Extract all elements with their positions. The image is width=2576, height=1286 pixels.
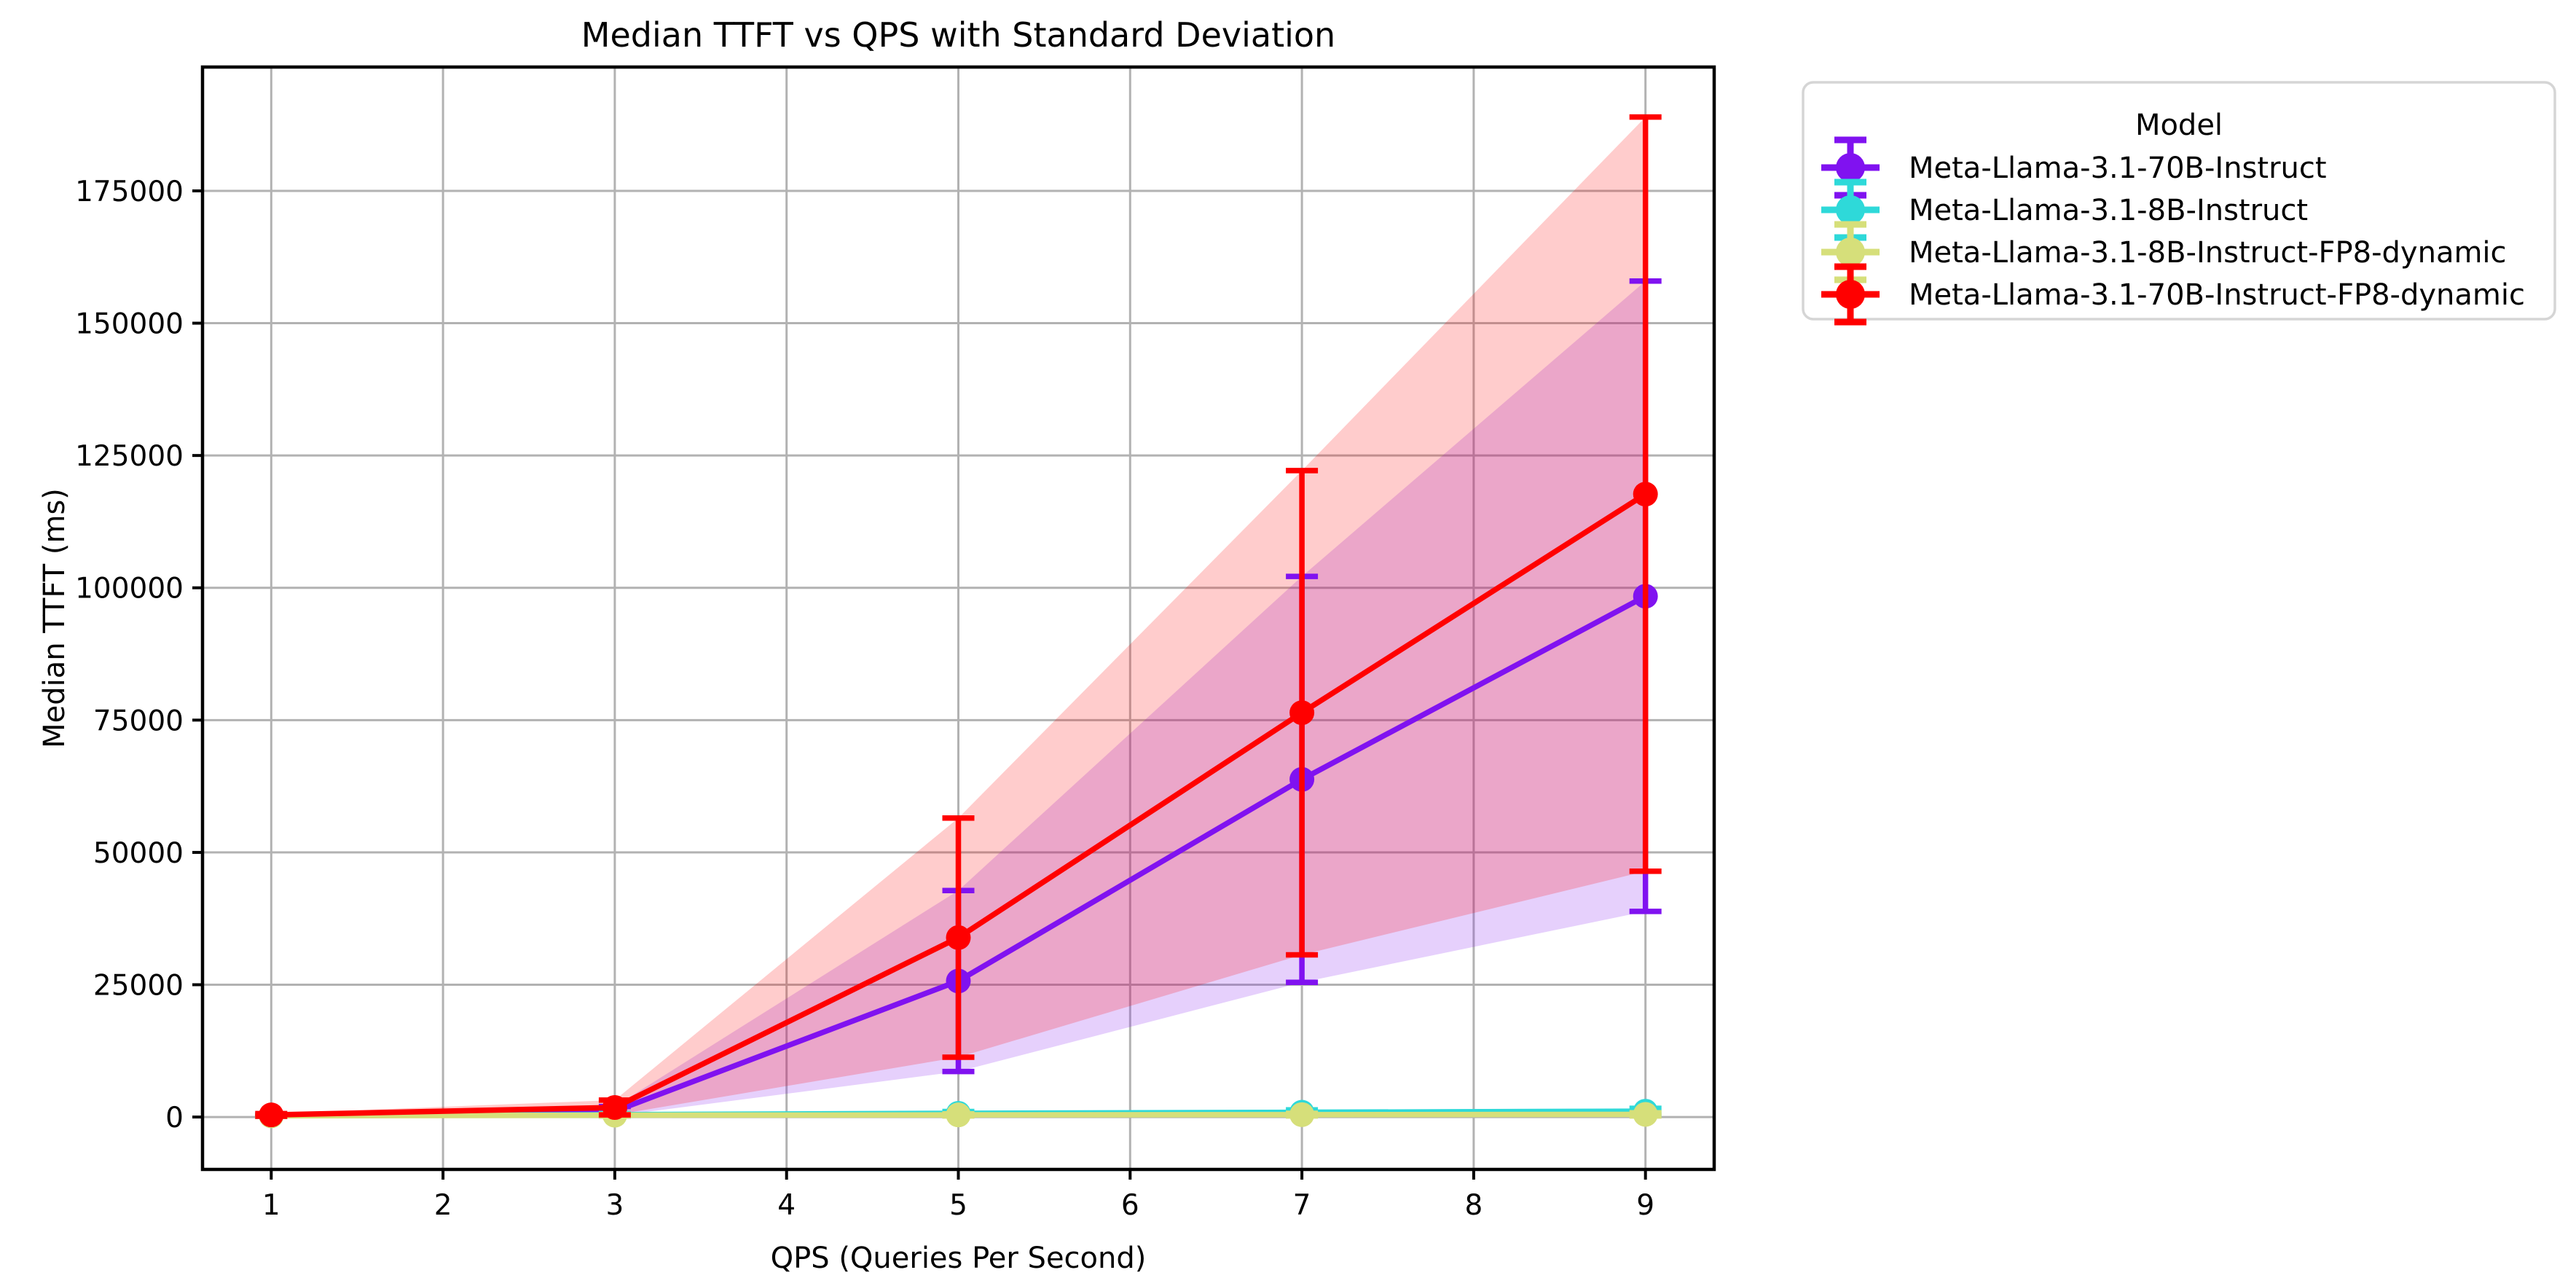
x-tick-label: 3 xyxy=(605,1189,624,1222)
chart-title: Median TTFT vs QPS with Standard Deviati… xyxy=(581,15,1335,55)
data-point xyxy=(1633,1102,1658,1127)
y-axis-label: Median TTFT (ms) xyxy=(38,488,71,748)
legend-item-1: Meta-Llama-3.1-8B-Instruct xyxy=(1821,179,2308,241)
x-tick-label: 7 xyxy=(1293,1189,1311,1222)
x-tick-label: 4 xyxy=(777,1189,796,1222)
legend-box xyxy=(1802,81,2556,321)
y-tick-label: 0 xyxy=(165,1102,184,1134)
y-tick-label: 75000 xyxy=(93,705,184,737)
y-tick-label: 25000 xyxy=(93,970,184,1003)
legend-title: Model xyxy=(2135,109,2223,142)
data-point xyxy=(946,925,971,950)
legend-item-0: Meta-Llama-3.1-70B-Instruct xyxy=(1821,136,2327,199)
x-axis-label: QPS (Queries Per Second) xyxy=(771,1242,1147,1275)
data-point xyxy=(259,1102,284,1128)
legend-item-label: Meta-Llama-3.1-8B-Instruct xyxy=(1909,194,2308,227)
legend-item-3: Meta-Llama-3.1-70B-Instruct-FP8-dynamic xyxy=(1821,263,2525,326)
x-tick-label: 5 xyxy=(949,1189,967,1222)
legend-item-label: Meta-Llama-3.1-70B-Instruct xyxy=(1909,152,2327,185)
data-point xyxy=(1633,482,1658,507)
legend: Model Meta-Llama-3.1-70B-Instruct Meta-Lla… xyxy=(1802,81,2556,326)
legend-item-label: Meta-Llama-3.1-8B-Instruct-FP8-dynamic xyxy=(1909,236,2507,270)
series-3 xyxy=(255,114,1662,1128)
x-tick-label: 2 xyxy=(434,1189,452,1222)
y-tick-label: 50000 xyxy=(93,837,184,870)
data-point xyxy=(602,1095,627,1121)
legend-item-label: Meta-Llama-3.1-70B-Instruct-FP8-dynamic xyxy=(1909,278,2525,312)
y-tick-label: 125000 xyxy=(75,440,184,473)
x-tick-label: 8 xyxy=(1464,1189,1483,1222)
y-tick-label: 175000 xyxy=(75,176,184,208)
y-tick-label: 150000 xyxy=(75,308,184,341)
x-tick-label: 6 xyxy=(1121,1189,1139,1222)
ticks: 1 2 3 4 5 6 7 8 9 0 25000 50000 75000 100000 125000 150… xyxy=(75,176,1654,1222)
data-point xyxy=(946,1102,971,1128)
data-point xyxy=(1289,1102,1315,1127)
data-point xyxy=(1289,700,1315,726)
y-tick-label: 100000 xyxy=(75,573,184,605)
x-tick-label: 1 xyxy=(262,1189,280,1222)
x-tick-label: 9 xyxy=(1636,1189,1654,1222)
legend-item-2: Meta-Llama-3.1-8B-Instruct-FP8-dynamic xyxy=(1821,221,2507,283)
